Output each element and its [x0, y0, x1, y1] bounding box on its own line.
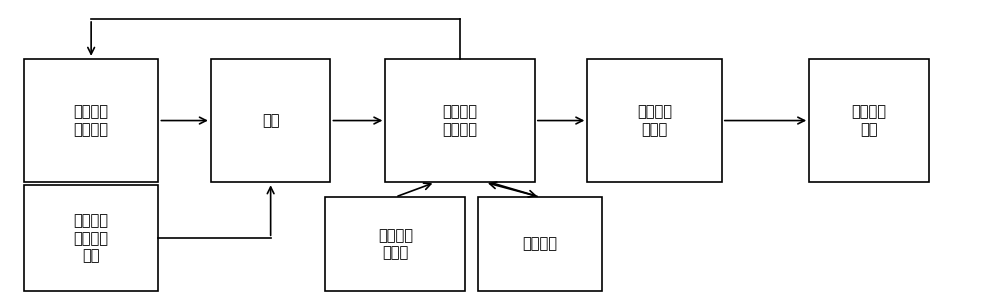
FancyBboxPatch shape [325, 197, 465, 291]
Text: 延时电路: 延时电路 [522, 237, 557, 252]
Text: 高频脉冲
启动电路: 高频脉冲 启动电路 [74, 104, 109, 137]
Text: 开关管控
制极: 开关管控 制极 [851, 104, 886, 137]
FancyBboxPatch shape [809, 59, 929, 182]
Text: 驱动脉冲
产生电路: 驱动脉冲 产生电路 [443, 104, 478, 137]
FancyBboxPatch shape [24, 185, 158, 291]
FancyBboxPatch shape [24, 59, 158, 182]
Text: 开关管驱
动电路: 开关管驱 动电路 [637, 104, 672, 137]
FancyBboxPatch shape [211, 59, 330, 182]
FancyBboxPatch shape [385, 59, 535, 182]
Text: 脉宽调节
电位器: 脉宽调节 电位器 [378, 228, 413, 260]
Text: 采样反馈
电压信号
电路: 采样反馈 电压信号 电路 [74, 213, 109, 263]
Text: 与门: 与门 [262, 113, 279, 128]
FancyBboxPatch shape [478, 197, 602, 291]
FancyBboxPatch shape [587, 59, 722, 182]
